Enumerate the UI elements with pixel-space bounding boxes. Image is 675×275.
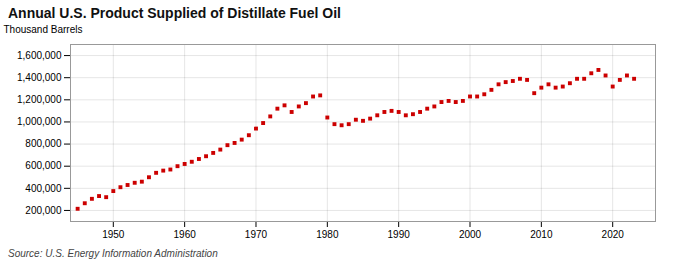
svg-text:1,400,000: 1,400,000 <box>17 72 62 83</box>
svg-text:1960: 1960 <box>174 229 197 240</box>
svg-text:1980: 1980 <box>316 229 339 240</box>
html-text:Annual U.S. Product Supplied o: Annual U.S. Product Supplied of Distilla… <box>8 5 341 21</box>
svg-text:2000: 2000 <box>459 229 482 240</box>
svg-text:600,000: 600,000 <box>25 160 62 171</box>
svg-text:400,000: 400,000 <box>25 183 62 194</box>
svg-text:Thousand Barrels: Thousand Barrels <box>4 24 83 35</box>
svg-text:1,000,000: 1,000,000 <box>17 116 62 127</box>
svg-text:1970: 1970 <box>245 229 268 240</box>
svg-text:1990: 1990 <box>388 229 411 240</box>
svg-text:2020: 2020 <box>602 229 625 240</box>
html-text:Source: U.S. Energy Informatio: Source: U.S. Energy Information Administ… <box>8 248 218 259</box>
svg-text:1,600,000: 1,600,000 <box>17 50 62 61</box>
svg-text:1,200,000: 1,200,000 <box>17 94 62 105</box>
svg-text:2010: 2010 <box>530 229 553 240</box>
svg-text:200,000: 200,000 <box>25 205 62 216</box>
svg-text:1950: 1950 <box>102 229 125 240</box>
svg-text:800,000: 800,000 <box>25 138 62 149</box>
